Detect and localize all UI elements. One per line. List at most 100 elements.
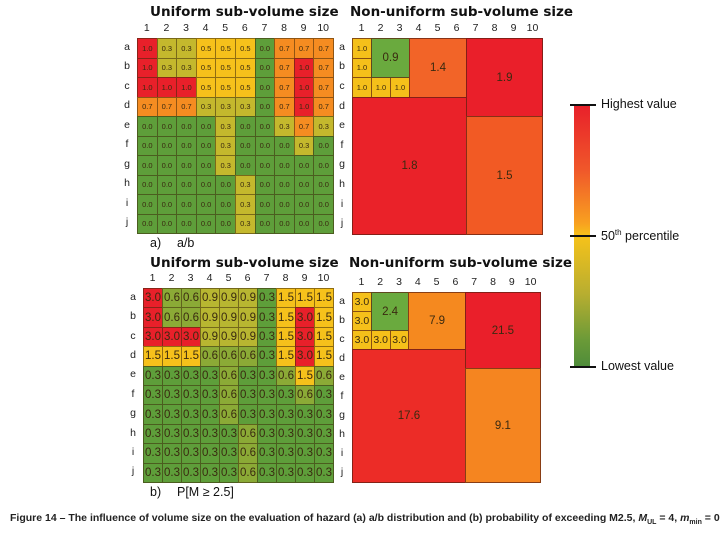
heatmap-cell: 1.5 (143, 346, 163, 367)
heatmap-cell: 0.6 (276, 365, 296, 386)
column-label: 2 (168, 272, 175, 284)
row-label: a (124, 40, 130, 53)
caption-mmin: m (680, 512, 690, 524)
heatmap-cell: 0.7 (274, 57, 295, 78)
heatmap-cell: 0.3 (156, 57, 178, 78)
heatmap-cell: 0.3 (143, 365, 163, 386)
heatmap-cell: 0.7 (274, 77, 295, 98)
heatmap-cell: 0.9 (200, 288, 220, 309)
legend-tick-mid (570, 235, 596, 237)
heatmap-cell: 0.9 (200, 326, 220, 348)
heatmap-cell: 0.3 (200, 462, 220, 483)
caption-mmin-sub: min (689, 519, 702, 527)
heatmap-cell: 1.0 (156, 77, 178, 98)
heatmap-block: 1.9 (466, 38, 543, 118)
heatmap-cell: 0.7 (176, 96, 197, 117)
heatmap-cell: 0.0 (156, 174, 178, 195)
heatmap-cell: 0.0 (274, 213, 295, 234)
column-label: 4 (414, 276, 421, 288)
column-label: 10 (526, 22, 539, 34)
column-label: 6 (452, 276, 459, 288)
heatmap-block: 2.4 (370, 292, 410, 331)
heatmap-cell: 0.3 (215, 96, 236, 117)
heatmap-cell: 0.3 (235, 194, 256, 215)
heatmap-cell: 0.0 (313, 135, 334, 156)
heatmap-cell: 0.3 (162, 443, 182, 464)
heatmap-cell: 0.3 (219, 443, 239, 464)
row-label: a (339, 40, 345, 53)
heatmap-cell: 1.5 (276, 307, 296, 328)
heatmap-cell: 1.5 (181, 346, 201, 367)
column-label: 3 (187, 272, 194, 284)
heatmap-cell: 0.0 (254, 96, 276, 117)
heatmap-cell: 0.3 (314, 462, 334, 483)
heatmap-cell: 3.0 (295, 326, 315, 348)
heatmap-cell: 0.3 (257, 462, 277, 483)
row-label: e (124, 118, 130, 131)
heatmap-cell: 1.0 (293, 96, 315, 117)
heatmap-cell: 1.0 (137, 38, 158, 59)
heatmap-cell: 1.5 (162, 346, 182, 367)
heatmap-cell: 0.3 (295, 404, 315, 425)
row-label: c (339, 80, 345, 92)
heatmap-cell: 0.0 (156, 213, 178, 234)
heatmap-cell: 0.0 (195, 194, 217, 215)
heatmap-block: 9.1 (464, 368, 541, 483)
heatmap-cell: 0.5 (235, 77, 256, 98)
heatmap-cell: 0.6 (219, 385, 239, 406)
heatmap-block: 0.9 (371, 38, 410, 79)
heatmap-block: 1.0 (390, 77, 410, 98)
column-label: 1 (358, 22, 365, 34)
column-label: 4 (202, 22, 209, 34)
column-label: 7 (472, 22, 479, 34)
heatmap-cell: 0.6 (219, 365, 239, 386)
column-label: 3 (396, 276, 402, 288)
heatmap-cell: 0.0 (274, 155, 295, 176)
row-label: b (130, 310, 136, 323)
heatmap-cell: 0.0 (313, 213, 334, 234)
heatmap-cell: 0.3 (257, 326, 277, 348)
caption-main: Figure 14 – The influence of volume size… (10, 512, 639, 524)
heatmap-cell: 0.6 (181, 288, 201, 309)
row-label: e (339, 119, 345, 132)
heatmap-cell: 0.3 (276, 443, 296, 464)
row-label: g (124, 157, 130, 170)
heatmap-cell: 0.0 (274, 174, 295, 195)
heatmap-cell: 0.3 (276, 385, 296, 406)
heatmap-cell: 0.5 (215, 57, 236, 78)
heatmap-cell: 0.0 (176, 194, 197, 215)
heatmap-cell: 0.6 (238, 443, 258, 464)
heatmap-cell: 0.3 (215, 116, 236, 137)
column-label: 3 (396, 22, 403, 34)
heatmap-cell: 3.0 (143, 288, 163, 309)
heatmap-cell: 0.9 (238, 307, 258, 328)
column-label: 6 (241, 22, 248, 34)
column-label: 8 (490, 276, 496, 288)
heatmap-cell: 0.6 (162, 307, 182, 328)
heatmap-cell: 0.0 (195, 174, 217, 195)
heatmap-cell: 0.0 (195, 116, 217, 137)
heatmap-block: 3.0 (389, 330, 410, 350)
heatmap-block: 1.0 (352, 77, 372, 98)
heatmap-cell: 3.0 (295, 346, 315, 367)
heatmap-cell: 0.0 (156, 155, 178, 176)
heatmap-cell: 0.9 (219, 307, 239, 328)
heatmap-cell: 0.0 (254, 174, 276, 195)
heatmap-block: 7.9 (408, 292, 466, 350)
heatmap-cell: 0.3 (295, 423, 315, 445)
heatmap-cell: 0.0 (254, 77, 276, 98)
column-label: 5 (434, 22, 441, 34)
heatmap-cell: 0.3 (200, 404, 220, 425)
heatmap-cell: 0.7 (293, 116, 315, 137)
heatmap-cell: 0.6 (181, 307, 201, 328)
heatmap-cell: 0.6 (200, 346, 220, 367)
heatmap-cell: 0.0 (137, 194, 158, 215)
column-label: 7 (263, 272, 270, 284)
legend-label-low: Lowest value (601, 359, 674, 373)
heatmap-cell: 0.0 (137, 155, 158, 176)
row-label: f (340, 138, 344, 151)
heatmap-cell: 0.6 (238, 423, 258, 445)
heatmap-cell: 3.0 (143, 326, 163, 348)
heatmap-cell: 0.0 (235, 155, 256, 176)
row-label: g (130, 407, 136, 420)
